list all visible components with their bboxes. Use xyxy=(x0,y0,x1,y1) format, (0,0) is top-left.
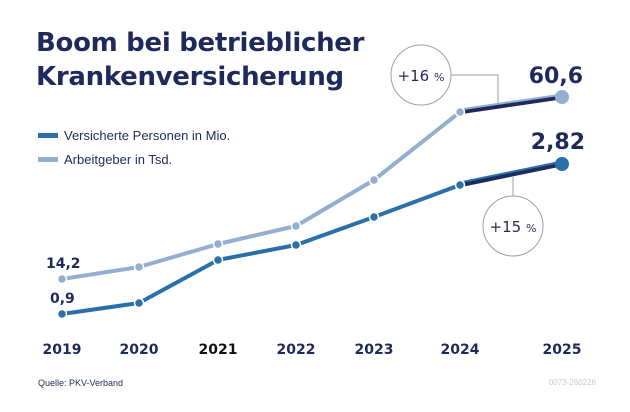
data-point-arbeitgeber-2022 xyxy=(290,220,302,232)
growth-label-versicherte: +15 % xyxy=(490,218,537,236)
data-point-versicherte-2024 xyxy=(454,179,466,191)
data-point-versicherte-2021 xyxy=(212,254,224,266)
data-point-arbeitgeber-2019 xyxy=(56,273,68,285)
legend-label-arbeitgeber: Arbeitgeber in Tsd. xyxy=(64,151,173,167)
data-point-versicherte-2022 xyxy=(290,239,302,251)
data-point-arbeitgeber-2024 xyxy=(454,106,466,118)
source-note: Quelle: PKV-Verband xyxy=(38,378,124,388)
data-point-arbeitgeber-2023 xyxy=(368,174,380,186)
chart-title: Boom bei betrieblicher Krankenversicheru… xyxy=(36,26,396,94)
data-point-arbeitgeber-2020 xyxy=(133,261,145,273)
growth-connector-arbeitgeber xyxy=(451,74,499,105)
series-last-segment-versicherte-dark xyxy=(457,161,565,188)
legend-item-arbeitgeber: Arbeitgeber in Tsd. xyxy=(38,148,230,170)
x-tick-label-2024: 2024 xyxy=(441,342,480,358)
data-point-versicherte-2023 xyxy=(368,211,380,223)
series-last-segment-arbeitgeber-dark xyxy=(457,94,565,115)
chart-code: 0073-260226 xyxy=(548,378,596,387)
legend-label-versicherte: Versicherte Personen in Mio. xyxy=(64,127,231,143)
x-tick-label-2019: 2019 xyxy=(43,342,82,358)
data-label-end-versicherte: 2,82 xyxy=(531,130,585,155)
data-label-end-arbeitgeber: 60,6 xyxy=(529,64,583,89)
legend-swatch-arbeitgeber xyxy=(38,156,58,162)
legend-swatch-versicherte xyxy=(38,132,58,138)
x-tick-label-2025: 2025 xyxy=(543,342,582,358)
data-label-start-arbeitgeber: 14,2 xyxy=(46,256,81,272)
data-label-start-versicherte: 0,9 xyxy=(50,291,75,307)
series-line-arbeitgeber xyxy=(60,110,462,281)
data-point-arbeitgeber-2025 xyxy=(555,90,569,104)
x-tick-label-2020: 2020 xyxy=(120,342,159,358)
growth-circle-versicherte xyxy=(482,195,544,257)
data-point-versicherte-2019 xyxy=(56,308,68,320)
chart-title-line-1: Boom bei betrieblicher xyxy=(36,28,365,58)
series-last-segment-arbeitgeber-light xyxy=(459,93,563,111)
growth-label-arbeitgeber: +16 % xyxy=(398,67,445,85)
data-point-versicherte-2020 xyxy=(133,297,145,309)
series-last-segment-versicherte-light xyxy=(459,160,563,184)
x-tick-label-2022: 2022 xyxy=(277,342,316,358)
data-point-versicherte-2025 xyxy=(555,157,569,171)
legend-item-versicherte: Versicherte Personen in Mio. xyxy=(38,124,230,146)
legend: Versicherte Personen in Mio. Arbeitgeber… xyxy=(38,124,230,172)
x-tick-label-2023: 2023 xyxy=(355,342,394,358)
x-tick-label-2021: 2021 xyxy=(199,342,238,358)
series-line-versicherte xyxy=(60,183,462,316)
data-point-arbeitgeber-2021 xyxy=(212,238,224,250)
chart-title-line-2: Krankenversicherung xyxy=(36,62,344,92)
